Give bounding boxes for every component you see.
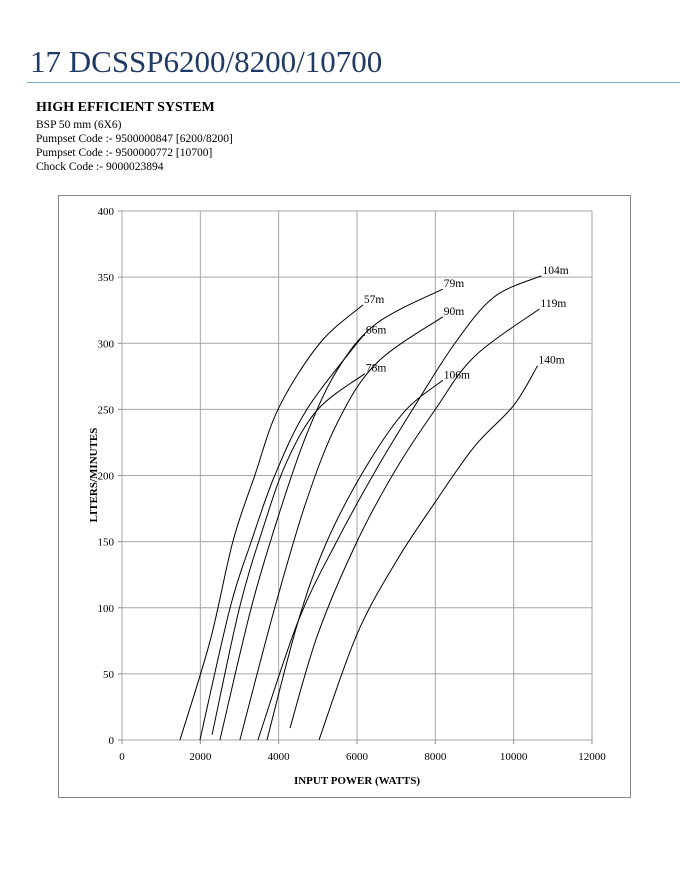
x-tick-label: 0 <box>119 751 125 763</box>
curve-57m <box>179 304 364 741</box>
x-tick-label: 6000 <box>346 751 369 763</box>
curve-140m <box>318 365 538 741</box>
y-axis-label: LITERS/MINUTES <box>88 428 100 523</box>
spec-line: Chock Code :- 9000023894 <box>36 161 164 173</box>
y-tick-label: 350 <box>98 272 115 284</box>
y-tick-label: 100 <box>98 603 115 615</box>
page-title: 17 DCSSP6200/8200/10700 <box>30 44 383 79</box>
curve-106m <box>266 379 444 741</box>
curve-90m <box>239 316 444 741</box>
y-tick-label: 400 <box>98 206 115 218</box>
curve-label: 140m <box>539 355 565 367</box>
curve-119m <box>289 308 540 729</box>
curve-78m <box>211 373 366 735</box>
x-tick-label: 2000 <box>189 751 212 763</box>
system-heading: HIGH EFFICIENT SYSTEM <box>36 100 215 115</box>
curve-label: 104m <box>542 265 568 277</box>
spec-line: Pumpset Code :- 9500000772 [10700] <box>36 147 213 159</box>
y-tick-label: 200 <box>98 471 115 483</box>
x-tick-label: 8000 <box>424 751 447 763</box>
x-tick-label: 10000 <box>500 751 528 763</box>
y-tick-label: 0 <box>109 735 115 747</box>
y-tick-label: 150 <box>98 537 115 549</box>
x-tick-label: 4000 <box>268 751 291 763</box>
x-axis-label: INPUT POWER (WATTS) <box>294 775 420 787</box>
curve-104m <box>257 275 542 741</box>
y-tick-label: 250 <box>98 404 115 416</box>
curve-label: 57m <box>364 294 385 306</box>
curve-label: 78m <box>366 363 387 375</box>
chart-frame <box>58 195 631 798</box>
y-tick-label: 300 <box>98 338 115 350</box>
x-tick-label: 12000 <box>578 751 606 763</box>
curve-66m <box>199 334 366 741</box>
curve-label: 90m <box>444 306 465 318</box>
title-divider <box>27 82 680 83</box>
curve-label: 106m <box>444 369 470 381</box>
curve-79m <box>219 288 444 741</box>
curve-label: 119m <box>541 298 567 310</box>
spec-line: Pumpset Code :- 9500000847 [6200/8200] <box>36 133 233 145</box>
curve-label: 79m <box>444 278 465 290</box>
y-tick-label: 50 <box>103 669 115 681</box>
curve-label: 66m <box>366 324 387 336</box>
spec-line: BSP 50 mm (6X6) <box>36 119 122 131</box>
